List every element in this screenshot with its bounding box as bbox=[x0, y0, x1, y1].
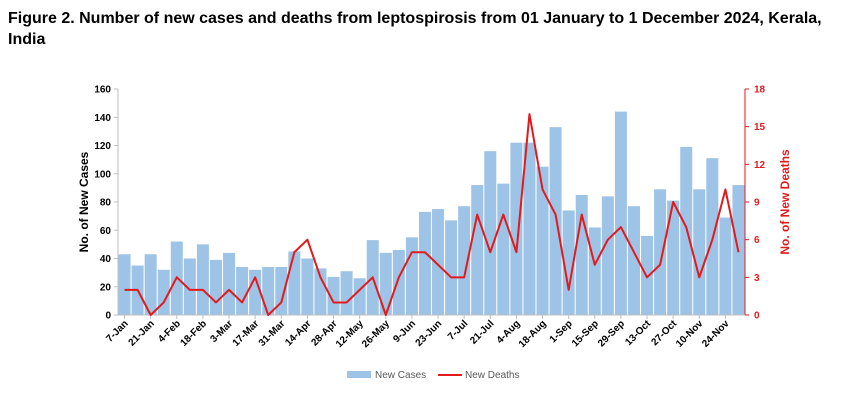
y-tick-label-100: 100 bbox=[94, 169, 111, 180]
bar-23-Jun bbox=[432, 209, 445, 315]
y-tick-label-0: 0 bbox=[105, 311, 111, 322]
x-tick-label-18-Feb: 18-Feb bbox=[178, 318, 209, 349]
x-tick-label-21-Jan: 21-Jan bbox=[127, 318, 157, 348]
y2-tick-label-18: 18 bbox=[754, 85, 766, 96]
bar-28-Jul bbox=[497, 183, 510, 315]
y-tick-label-140: 140 bbox=[94, 113, 111, 124]
chart-title: Figure 2. Number of new cases and deaths… bbox=[8, 10, 822, 48]
x-tick-label-21-Jul: 21-Jul bbox=[468, 318, 496, 346]
bar-21-Jul bbox=[484, 151, 497, 315]
x-tick-label-26-May: 26-May bbox=[360, 318, 392, 350]
bar-29-Sep bbox=[614, 111, 627, 315]
y-tick-label-160: 160 bbox=[94, 85, 111, 96]
x-tick-label-15-Sep: 15-Sep bbox=[570, 318, 601, 349]
y2-tick-label-3: 3 bbox=[754, 273, 760, 284]
bar-30-Jun bbox=[445, 220, 458, 315]
bar-25-Aug bbox=[549, 127, 562, 315]
bar-11-Feb bbox=[183, 258, 196, 315]
bar-27-Oct bbox=[667, 200, 680, 315]
x-tick-label-7-Jul: 7-Jul bbox=[446, 318, 470, 342]
y2-tick-label-6: 6 bbox=[754, 235, 760, 246]
y-tick-label-40: 40 bbox=[100, 254, 112, 265]
x-tick-label-12-May: 12-May bbox=[334, 318, 366, 350]
bar-1-Sep bbox=[562, 210, 575, 315]
bar-7-Jan bbox=[118, 254, 131, 315]
bar-6-Oct bbox=[627, 206, 640, 315]
x-tick-label-14-Apr: 14-Apr bbox=[283, 318, 313, 348]
legend-label-deaths: New Deaths bbox=[465, 370, 519, 381]
bar-22-Sep bbox=[601, 196, 614, 315]
bar-7-Jul bbox=[458, 206, 471, 315]
y2-tick-label-15: 15 bbox=[754, 122, 766, 133]
y-tick-label-60: 60 bbox=[100, 226, 112, 237]
legend-swatch-cases bbox=[347, 371, 371, 378]
bar-2-Jun bbox=[392, 250, 405, 315]
bar-25-Feb bbox=[209, 259, 222, 315]
bar-28-Apr bbox=[327, 276, 340, 315]
y2-tick-label-12: 12 bbox=[754, 160, 766, 171]
y-axis-label: No. of New Cases bbox=[77, 151, 91, 252]
bar-7-Apr bbox=[288, 251, 301, 315]
deaths-line-group bbox=[124, 113, 740, 316]
y2-axis-label: No. of New Deaths bbox=[778, 149, 792, 255]
labels-group: No. of New Cases No. of New Deaths bbox=[77, 149, 792, 255]
bar-21-Apr bbox=[314, 268, 327, 315]
bar-8-Sep bbox=[575, 194, 588, 315]
bar-16-Jun bbox=[418, 211, 431, 315]
bar-14-Jul bbox=[471, 185, 484, 315]
x-tick-label-31-Mar: 31-Mar bbox=[257, 318, 288, 349]
y2-tick-label-9: 9 bbox=[754, 198, 760, 209]
bar-12-May bbox=[353, 278, 366, 315]
x-tick-label-23-Jun: 23-Jun bbox=[414, 318, 445, 349]
bar-26-May bbox=[379, 252, 392, 315]
x-tick-label-24-Nov: 24-Nov bbox=[700, 318, 732, 350]
bar-20-Oct bbox=[654, 189, 667, 315]
y-tick-label-120: 120 bbox=[94, 141, 111, 152]
bar-11-Aug bbox=[523, 142, 536, 315]
x-tick-label-13-Oct: 13-Oct bbox=[623, 318, 653, 348]
x-tick-label-10-Nov: 10-Nov bbox=[674, 318, 706, 350]
bar-4-Aug bbox=[510, 142, 523, 315]
bar-21-Jan bbox=[144, 254, 157, 315]
bar-18-Feb bbox=[196, 244, 209, 315]
bar-3-Mar bbox=[223, 252, 236, 315]
x-tick-label-18-Aug: 18-Aug bbox=[517, 318, 549, 350]
y-tick-label-80: 80 bbox=[100, 198, 112, 209]
bar-10-Nov bbox=[693, 189, 706, 315]
x-tick-label-29-Sep: 29-Sep bbox=[596, 318, 627, 349]
x-tick-label-17-Mar: 17-Mar bbox=[231, 318, 262, 349]
y-tick-label-20: 20 bbox=[100, 282, 112, 293]
bar-10-Mar bbox=[236, 266, 249, 315]
bar-24-Mar bbox=[262, 266, 275, 315]
bar-15-Sep bbox=[588, 227, 601, 315]
bar-31-Mar bbox=[275, 266, 288, 315]
bar-28-Jan bbox=[157, 269, 170, 315]
legend-label-cases: New Cases bbox=[375, 370, 426, 381]
bar-24-Nov bbox=[719, 217, 732, 315]
bar-5-May bbox=[340, 271, 353, 315]
y2-tick-label-0: 0 bbox=[754, 311, 760, 322]
bars-group bbox=[118, 111, 745, 315]
bar-14-Apr bbox=[301, 258, 314, 315]
deaths-line bbox=[124, 113, 740, 316]
legend: New Cases New Deaths bbox=[347, 370, 519, 381]
bar-18-Aug bbox=[536, 166, 549, 315]
bar-9-Jun bbox=[405, 237, 418, 315]
